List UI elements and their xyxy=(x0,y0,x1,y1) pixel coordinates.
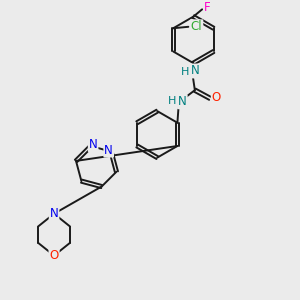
Text: O: O xyxy=(50,249,59,262)
Text: N: N xyxy=(190,64,199,77)
Text: O: O xyxy=(212,91,221,104)
Text: H: H xyxy=(168,96,177,106)
Text: N: N xyxy=(89,138,98,151)
Text: N: N xyxy=(50,207,58,220)
Text: Cl: Cl xyxy=(191,20,202,33)
Text: N: N xyxy=(178,95,187,108)
Text: H: H xyxy=(182,67,190,77)
Text: F: F xyxy=(204,2,211,14)
Text: N: N xyxy=(104,144,113,157)
